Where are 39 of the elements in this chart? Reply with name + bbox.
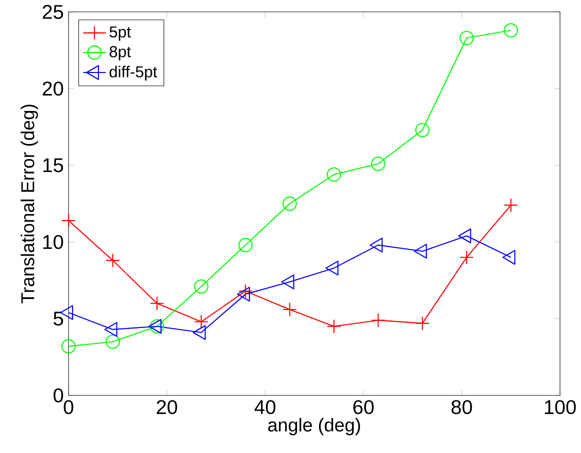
point — [326, 167, 342, 182]
point — [371, 156, 386, 171]
point — [282, 302, 297, 317]
x-tick-label: 40 — [254, 400, 276, 414]
point — [106, 253, 120, 268]
legend-label: diff-5pt — [110, 66, 158, 81]
y-tick-label: 5 — [54, 312, 64, 326]
point — [504, 198, 518, 212]
x-tick-label: 60 — [353, 400, 374, 414]
point — [106, 334, 120, 349]
y-tick-label: 25 — [42, 4, 64, 19]
point — [282, 196, 297, 211]
legend-label: 5pt — [110, 26, 131, 41]
x-tick-label: 80 — [452, 400, 472, 414]
y-tick-label: 15 — [43, 158, 64, 172]
point — [238, 238, 253, 252]
point — [504, 23, 518, 38]
y-tick-label: 20 — [42, 82, 64, 96]
point — [150, 319, 164, 334]
point — [61, 339, 76, 354]
y-tick-label: 0 — [54, 388, 64, 402]
x-axis-title: angle (deg) — [268, 418, 360, 436]
point — [415, 316, 430, 330]
y-tick-label: 10 — [43, 234, 64, 250]
x-tick-label: 100 — [544, 400, 576, 414]
point — [415, 122, 430, 138]
point — [238, 284, 253, 298]
point — [459, 30, 474, 46]
point — [150, 296, 164, 311]
point — [371, 313, 386, 328]
x-tick-label: 0 — [64, 400, 74, 414]
legend-label: 8pt — [110, 46, 131, 60]
point — [194, 279, 208, 294]
point — [326, 319, 342, 334]
point — [459, 250, 474, 264]
point — [194, 314, 208, 329]
x-tick-label: 20 — [156, 400, 178, 414]
y-axis-title: Translational Error (deg) — [20, 104, 38, 304]
point — [61, 213, 76, 228]
